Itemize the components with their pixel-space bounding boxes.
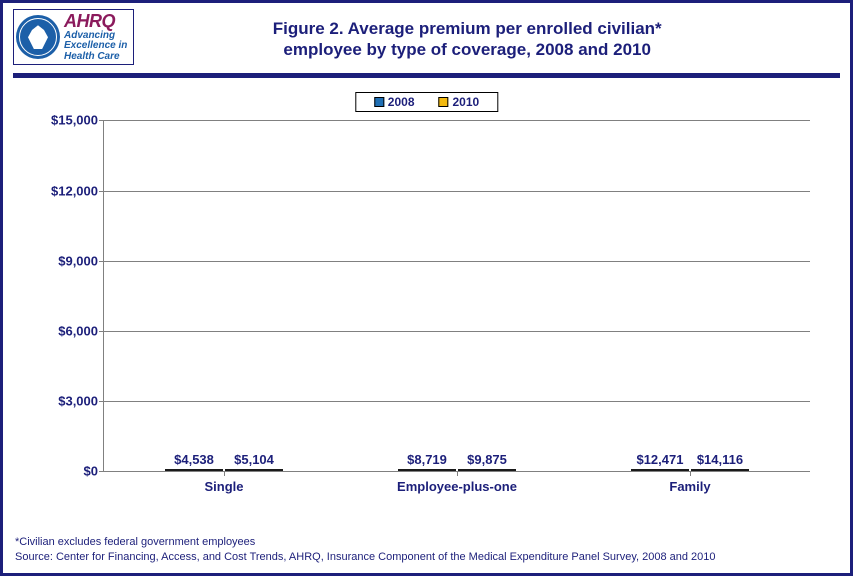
ytick-mark [99,471,104,472]
xtick-label: Employee-plus-one [397,479,517,494]
xtick-label: Family [669,479,710,494]
figure-frame: AHRQ Advancing Excellence in Health Care… [0,0,853,576]
bar: $12,471 [631,469,689,471]
bar: $8,719 [398,469,456,471]
header: AHRQ Advancing Excellence in Health Care… [3,3,850,65]
ytick-label: $9,000 [58,253,98,268]
gridline [104,120,810,121]
ahrq-logo-text: AHRQ Advancing Excellence in Health Care [64,12,127,62]
chart-title-line2: employee by type of coverage, 2008 and 2… [134,39,800,60]
bar-value-label: $12,471 [636,452,683,467]
xtick-mark [690,471,691,476]
legend-swatch-2008 [374,97,384,107]
legend: 2008 2010 [355,92,498,112]
xtick-label: Single [205,479,244,494]
legend-item-2008: 2008 [374,95,415,109]
ahrq-acronym: AHRQ [64,12,127,31]
bar-value-label: $9,875 [467,452,507,467]
ytick-label: $3,000 [58,394,98,409]
y-axis-title: Dollars [0,274,5,321]
gridline [104,331,810,332]
gridline [104,191,810,192]
xtick-mark [457,471,458,476]
ytick-mark [99,401,104,402]
ytick-label: $12,000 [51,183,98,198]
legend-swatch-2010 [439,97,449,107]
bar-value-label: $8,719 [407,452,447,467]
bar: $14,116 [691,469,749,471]
hhs-seal-icon [16,15,60,59]
legend-label-2008: 2008 [388,95,415,109]
bar: $9,875 [458,469,516,471]
footnotes: *Civilian excludes federal government em… [15,535,838,565]
chart-title-line1: Figure 2. Average premium per enrolled c… [134,18,800,39]
ytick-label: $0 [84,464,98,479]
xtick-mark [224,471,225,476]
bar-value-label: $5,104 [234,452,274,467]
bar-value-label: $4,538 [174,452,214,467]
chart-area: 2008 2010 $0$3,000$6,000$9,000$12,000$15… [33,92,820,502]
ahrq-tagline-3: Health Care [64,52,127,63]
ytick-label: $6,000 [58,323,98,338]
plot-region: $0$3,000$6,000$9,000$12,000$15,000$4,538… [103,120,810,472]
gridline [104,261,810,262]
ytick-mark [99,120,104,121]
agency-logo: AHRQ Advancing Excellence in Health Care [13,9,134,65]
header-divider [13,73,840,78]
bar: $4,538 [165,469,223,471]
title-block: Figure 2. Average premium per enrolled c… [134,14,840,61]
ytick-label: $15,000 [51,113,98,128]
ytick-mark [99,331,104,332]
footnote-definition: *Civilian excludes federal government em… [15,535,838,550]
ytick-mark [99,261,104,262]
ytick-mark [99,191,104,192]
bar-value-label: $14,116 [697,452,743,467]
bar: $5,104 [225,469,283,471]
footnote-source: Source: Center for Financing, Access, an… [15,550,838,565]
legend-label-2010: 2010 [453,95,480,109]
gridline [104,401,810,402]
legend-item-2010: 2010 [439,95,480,109]
